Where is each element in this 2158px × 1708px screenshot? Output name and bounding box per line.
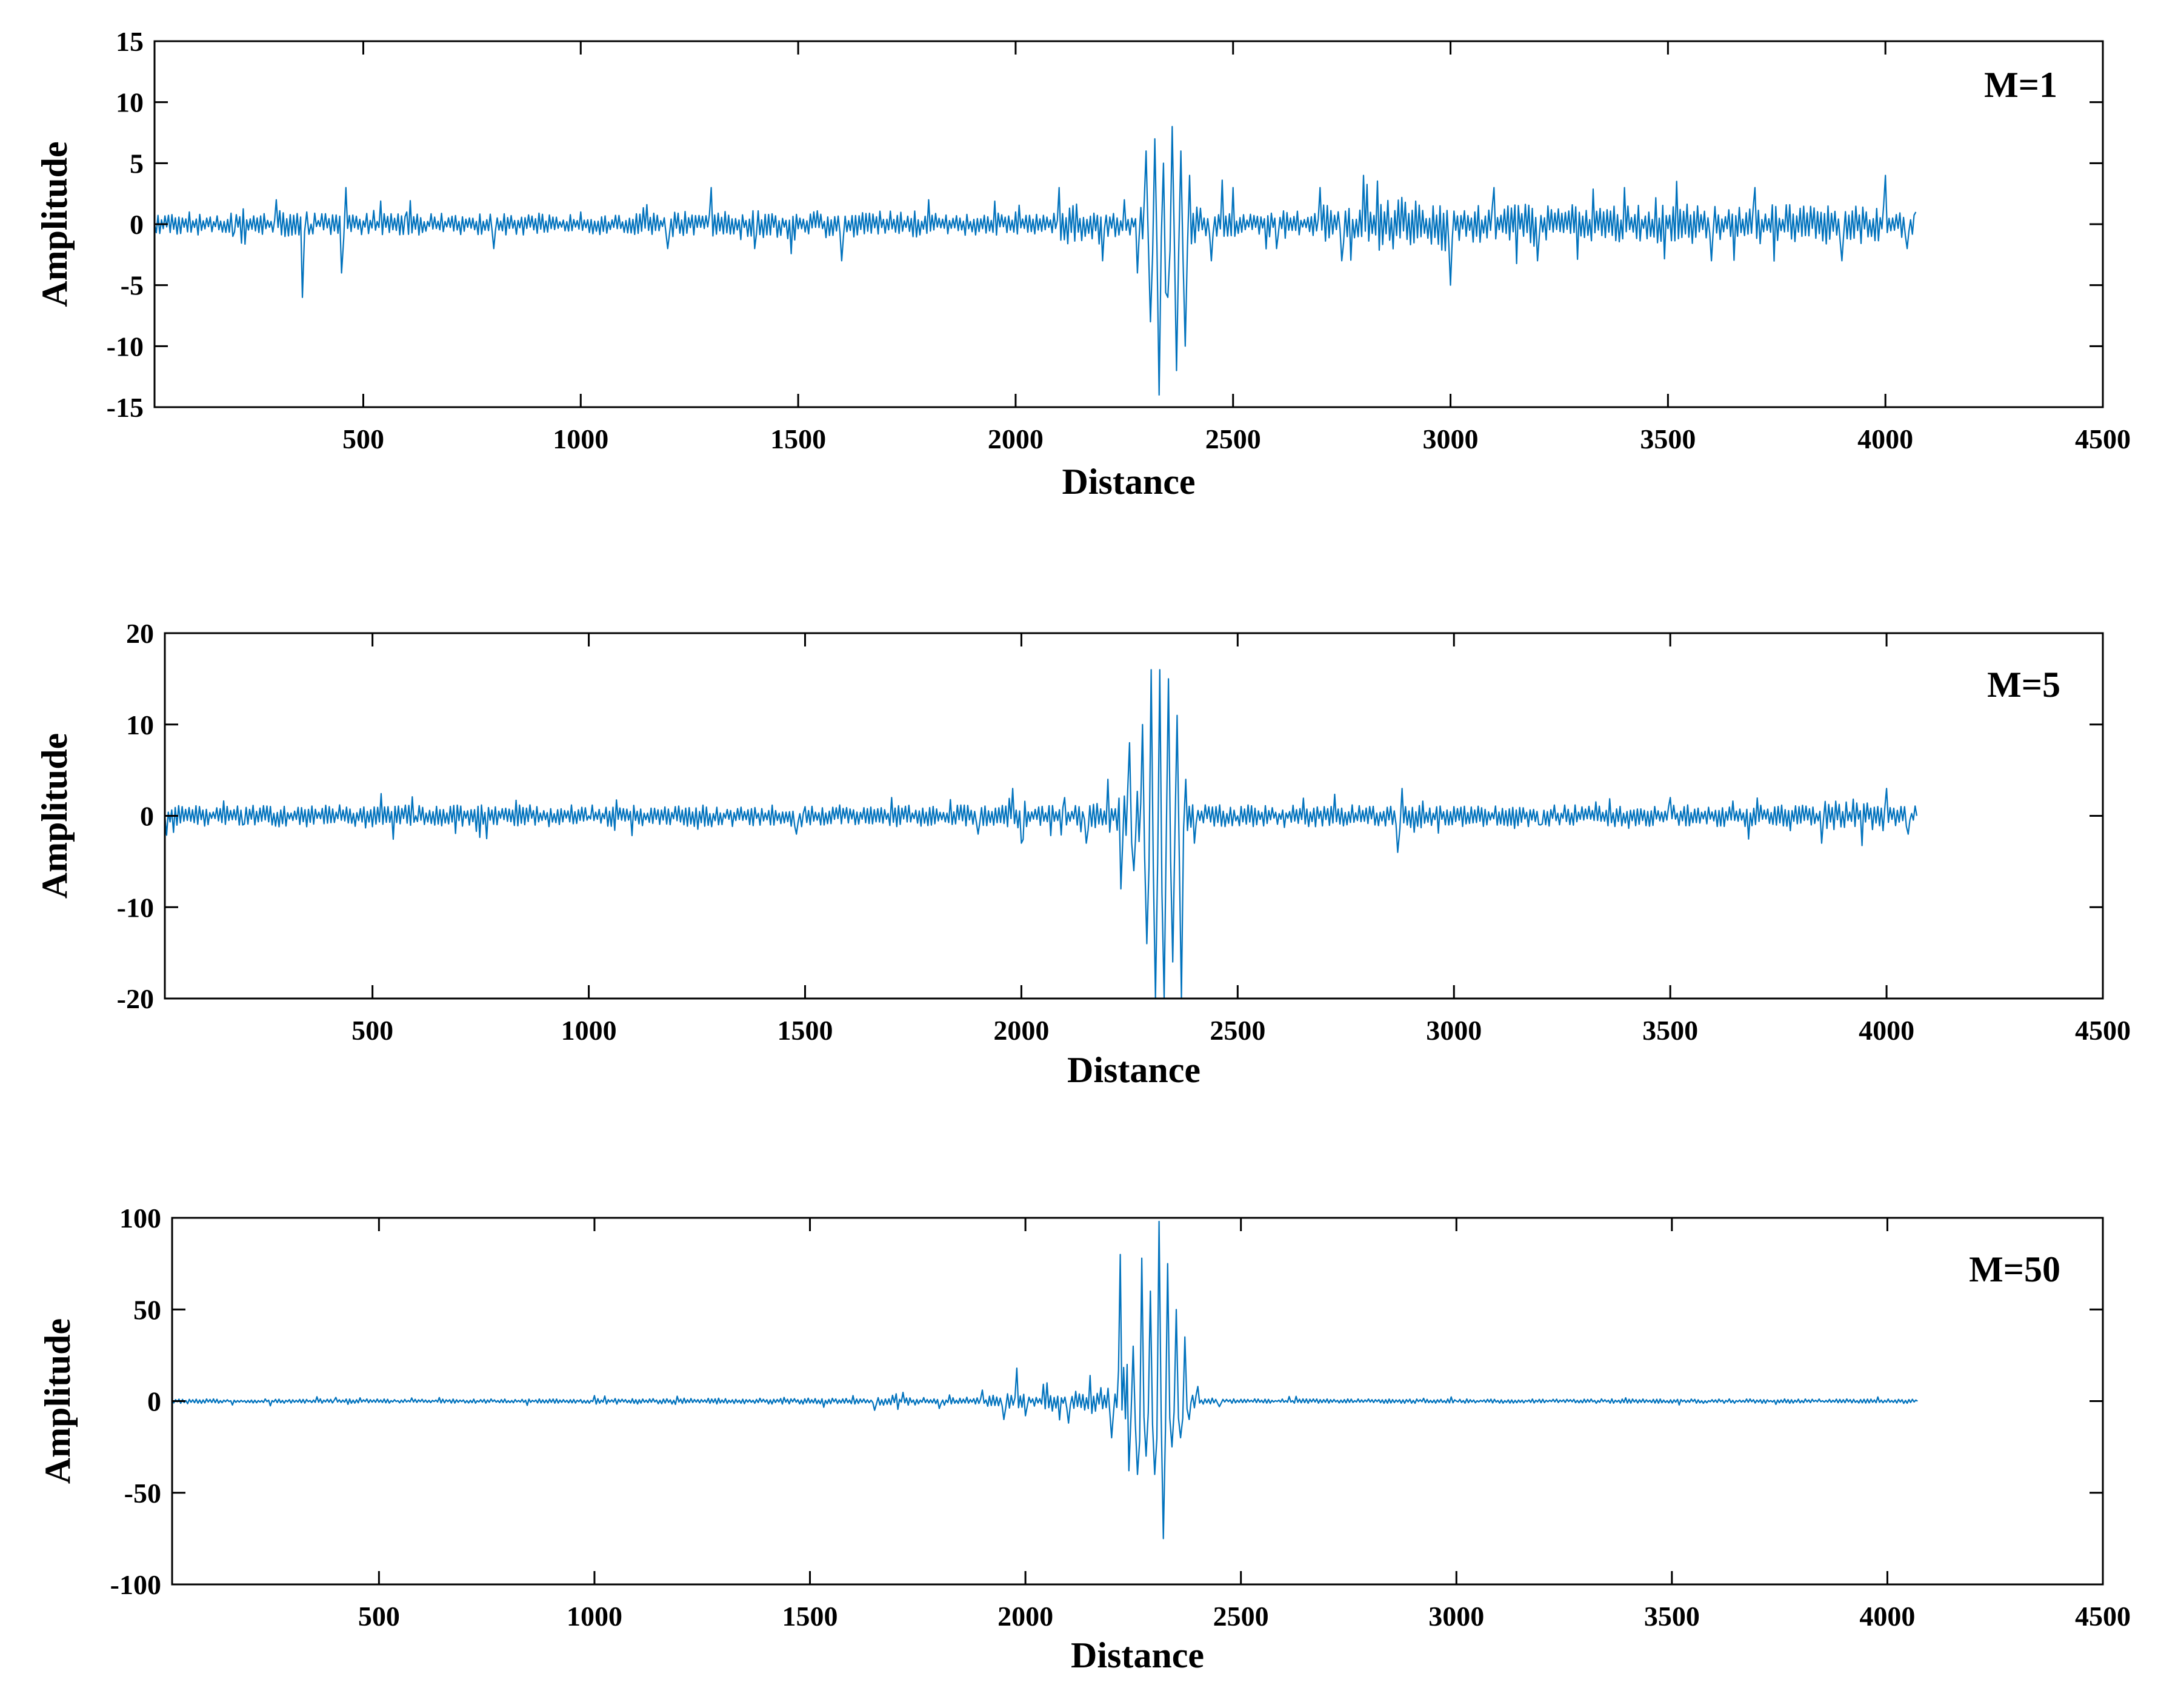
y-tick-label: -100 [110, 1569, 161, 1600]
x-tick-label: 1000 [553, 424, 608, 454]
x-tick-label: 4500 [2075, 1601, 2131, 1632]
x-tick-label: 2000 [988, 424, 1044, 454]
y-tick-label: 0 [147, 1386, 161, 1417]
series-line [165, 669, 1918, 999]
y-tick-label: -10 [107, 331, 144, 362]
y-tick-label: -10 [117, 892, 154, 923]
panel-label: M=5 [1987, 665, 2060, 705]
y-tick-label: -5 [121, 270, 144, 301]
y-tick-label: 100 [119, 1203, 161, 1234]
x-axis-title: Distance [1062, 462, 1196, 502]
chart-panel-2: 500 1000 1500 2000 2500 3000 3500 4000 4500 20 10 0… [35, 618, 2131, 1090]
series-line [155, 125, 1917, 396]
x-tick-label: 4500 [2075, 424, 2131, 454]
y-tick-label: 10 [126, 709, 154, 740]
x-tick-label: 3000 [1426, 1015, 1482, 1046]
y-tick-label: -20 [117, 983, 154, 1014]
panel-label: M=50 [1969, 1249, 2060, 1289]
x-axis-title: Distance [1071, 1635, 1204, 1675]
y-axis-title: Amplitude [35, 733, 75, 899]
y-tick-label: 15 [116, 26, 144, 57]
x-tick-label: 2000 [993, 1015, 1049, 1046]
chart-panel-3: 500 1000 1500 2000 2500 3000 3500 4000 450010050… [38, 1203, 2131, 1675]
x-tick-label: 3500 [1642, 1015, 1698, 1046]
y-tick-label: 50 [133, 1294, 161, 1325]
y-tick-label: 20 [126, 618, 154, 649]
x-tick-label: 3500 [1644, 1601, 1700, 1632]
x-tick-label: 500 [351, 1015, 393, 1046]
y-axis-title: Amplitude [35, 141, 75, 307]
x-tick-label: 1000 [561, 1015, 617, 1046]
x-tick-label: 3000 [1428, 1601, 1484, 1632]
x-tick-label: 2000 [997, 1601, 1053, 1632]
x-tick-label: 3000 [1423, 424, 1479, 454]
y-tick-label: -15 [107, 392, 144, 423]
y-tick-label: -50 [124, 1478, 161, 1509]
x-tick-label: 500 [342, 424, 384, 454]
x-tick-label: 1500 [782, 1601, 838, 1632]
y-tick-label: 0 [130, 209, 144, 240]
x-tick-label: 500 [358, 1601, 400, 1632]
y-tick-label: 10 [116, 87, 144, 118]
x-tick-label: 4000 [1857, 424, 1913, 454]
x-tick-label: 2500 [1210, 1015, 1265, 1046]
y-tick-label: 0 [140, 801, 154, 832]
x-tick-label: 3500 [1640, 424, 1696, 454]
series-line [172, 1220, 1918, 1540]
y-axis-title: Amplitude [38, 1318, 78, 1484]
chart-panel-1: 500 1000 1500 2000 2500 3000 3500 4000 4500 15 10 5… [35, 26, 2131, 502]
x-tick-label: 1500 [770, 424, 826, 454]
x-tick-label: 4000 [1859, 1015, 1914, 1046]
x-tick-label: 1000 [567, 1601, 622, 1632]
x-axis-title: Distance [1067, 1050, 1201, 1090]
x-tick-label: 1500 [777, 1015, 833, 1046]
x-tick-label: 4500 [2075, 1015, 2131, 1046]
x-tick-label: 2500 [1213, 1601, 1269, 1632]
panel-label: M=1 [1984, 65, 2057, 105]
x-tick-label: 4000 [1859, 1601, 1915, 1632]
x-tick-label: 2500 [1205, 424, 1261, 454]
y-tick-label: 5 [130, 148, 144, 179]
